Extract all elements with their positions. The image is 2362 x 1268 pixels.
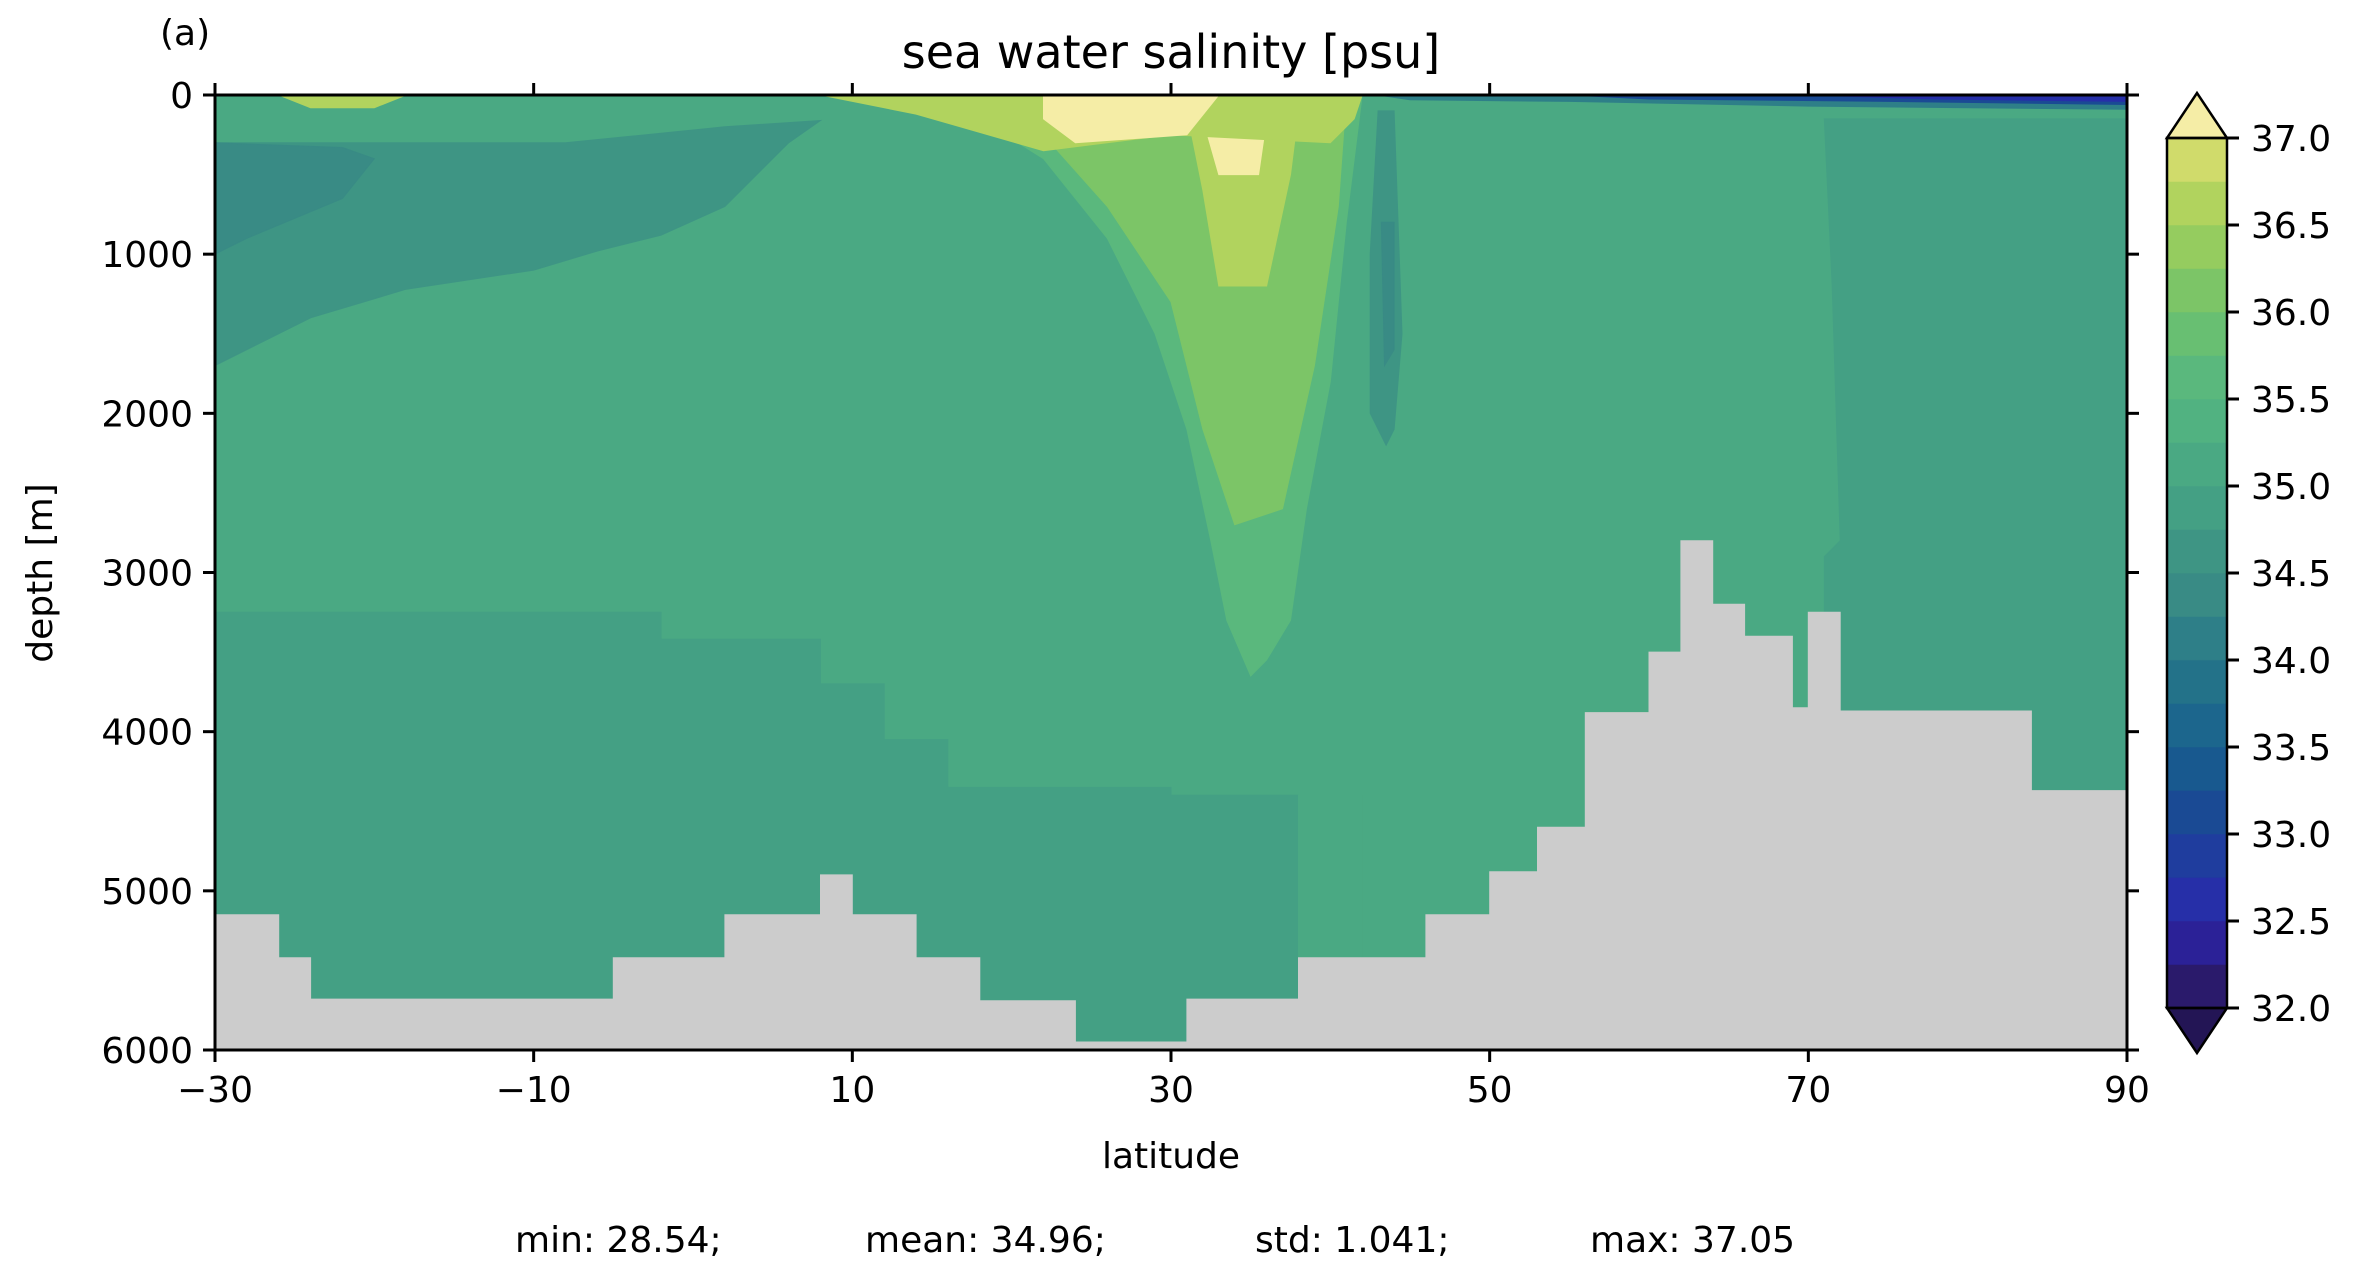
seafloor-land [215,540,2127,1050]
surface-max-core [1043,95,1220,144]
y-tick-label: 0 [170,76,193,117]
colorbar-swatch [2166,790,2228,835]
y-tick-label: 4000 [101,713,193,754]
x-axis-label: latitude [1102,1136,1240,1177]
x-tick-label: −10 [496,1070,572,1111]
colorbar-swatch [2166,224,2228,269]
colorbar-swatch [2166,964,2228,1009]
colorbar-swatch [2166,703,2228,748]
chart-title: sea water salinity [psu] [902,25,1441,79]
colorbar-swatch [2166,746,2228,791]
y-axis: 0 1000 2000 3000 4000 5000 6000 [101,76,2139,1072]
bathymetry-land [215,540,2127,1050]
colorbar-tick-label: 35.5 [2251,380,2331,421]
colorbar-extend-min [2164,1006,2230,1056]
labrador-column-core [1380,221,1395,368]
colorbar-swatch [2166,355,2228,400]
y-tick-label: 2000 [101,394,193,435]
stats-min: min: 28.54; [515,1220,722,1261]
x-tick-label: 10 [829,1070,875,1111]
y-tick-label: 1000 [101,235,193,276]
colorbar-swatch [2166,920,2228,965]
colorbar-swatch [2166,616,2228,661]
colorbar-tick-label: 33.5 [2251,728,2331,769]
colorbar-swatch [2166,485,2228,530]
colorbar-tick-label: 36.5 [2251,206,2331,247]
colorbar-extend-max [2164,90,2230,140]
x-tick-label: 90 [2104,1070,2150,1111]
colorbar-swatch [2166,311,2228,356]
colorbar-tick-label: 36.0 [2251,293,2331,334]
colorbar-swatch [2166,877,2228,922]
colorbar-tick-label: 32.5 [2251,902,2331,943]
x-tick-label: 50 [1467,1070,1513,1111]
y-tick-label: 3000 [101,554,193,595]
panel-label: (a) [160,13,210,54]
colorbar-swatch [2166,529,2228,574]
colorbar-swatch [2166,181,2228,226]
stats-mean: mean: 34.96; [865,1220,1106,1261]
southern-surface-max [278,95,407,109]
stats-max: max: 37.05 [1590,1220,1795,1261]
arctic-surface-freshest [1808,95,2127,102]
upper-water-core [215,142,376,255]
x-tick-label: 30 [1148,1070,1194,1111]
x-axis: −30 −10 10 30 50 70 90 [177,83,2150,1111]
colorbar-tick-label: 34.0 [2251,641,2331,682]
colorbar-swatch [2166,659,2228,704]
colorbar-swatch [2166,442,2228,487]
colorbar-tick-label: 32.0 [2251,989,2331,1030]
upper-water-region [215,119,823,367]
colorbar-swatch [2166,268,2228,313]
colorbar-tick-label: 37.0 [2251,119,2331,160]
colorbar-swatch [2166,833,2228,878]
colorbar-swatch [2166,398,2228,443]
colorbar-tick-label: 34.5 [2251,554,2331,595]
colorbar-tick-label: 33.0 [2251,815,2331,856]
x-tick-label: 70 [1785,1070,1831,1111]
y-axis-label: depth [m] [20,483,61,662]
colorbar: 32.0 32.5 33.0 33.5 34.0 34.5 35.0 35.5 36.0 36.5… [2164,90,2331,1056]
y-tick-label: 5000 [101,872,193,913]
stats-std: std: 1.041; [1255,1220,1449,1261]
colorbar-tick-label: 35.0 [2251,467,2331,508]
colorbar-swatch [2166,137,2228,182]
x-tick-label: −30 [177,1070,253,1111]
colorbar-swatch [2166,572,2228,617]
y-tick-label: 6000 [101,1031,193,1072]
